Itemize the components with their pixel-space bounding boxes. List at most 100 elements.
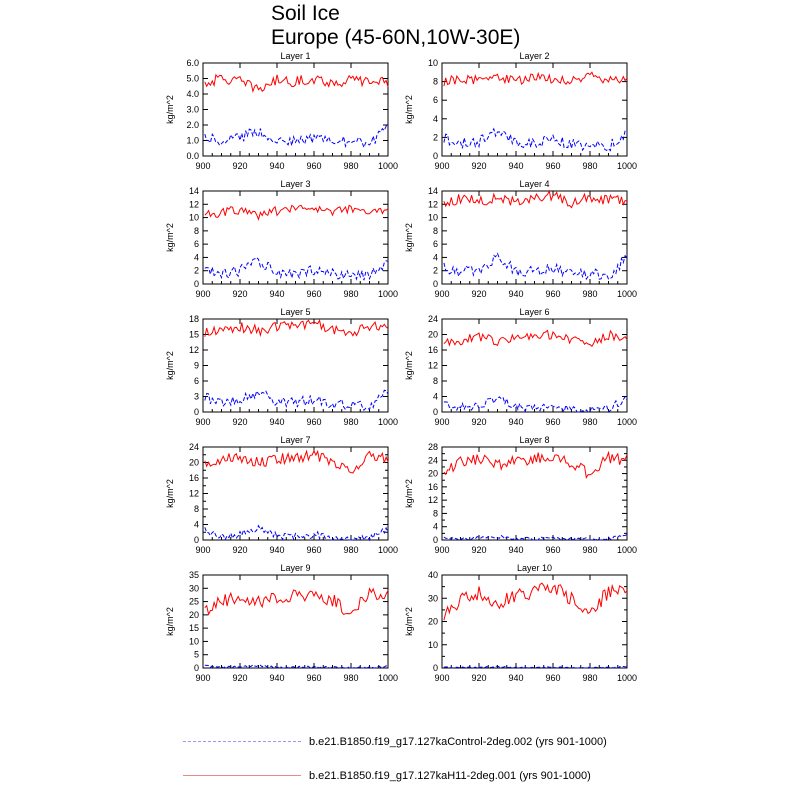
- panel-4-xtick-label-5: 1000: [617, 289, 637, 299]
- panel-4-ytick-label-3: 6: [433, 239, 438, 249]
- panel-8-ytick-label-4: 8: [433, 508, 438, 518]
- panel-7-xtick-label-5: 1000: [378, 545, 398, 555]
- panel-5-series-h11: [204, 319, 389, 338]
- panel-10-series-h11: [443, 582, 628, 621]
- panel-1-xtick-label-4: 980: [343, 161, 358, 171]
- panel-1-ytick-label-4: 4.0: [186, 89, 199, 99]
- panel-1-xtick-label-5: 1000: [378, 161, 398, 171]
- panel-9-ytick-label-5: 25: [189, 597, 199, 607]
- panel-9-ytick-label-7: 35: [189, 570, 199, 580]
- panel-5-ytick-label-2: 6: [194, 376, 199, 386]
- panel-4-frame: [441, 190, 628, 285]
- legend-line-control: [183, 741, 301, 742]
- panel-3-title: Layer 3: [280, 179, 310, 189]
- panel-3-xtick-label-4: 980: [343, 289, 358, 299]
- panel-6-ylabel: kg/m^2: [404, 351, 414, 380]
- panel-1-ytick-label-5: 5.0: [186, 74, 199, 84]
- panel-2-title: Layer 2: [519, 51, 549, 61]
- panel-7-ylabel: kg/m^2: [165, 479, 175, 508]
- panel-7-xtick-label-2: 940: [269, 545, 284, 555]
- panel-10-ylabel: kg/m^2: [404, 607, 414, 636]
- legend-label-h11: b.e21.B1850.f19_g17.127kaH11-2deg.001 (y…: [309, 770, 591, 782]
- panel-9-xtick-label-2: 940: [269, 673, 284, 683]
- panel-9-series-h11: [204, 587, 389, 616]
- panel-7-ytick-label-8: 16: [189, 473, 199, 483]
- panel-6-xtick-label-1: 920: [471, 417, 486, 427]
- panel-3-ytick-label-1: 2: [194, 266, 199, 276]
- panel-4-ytick-label-1: 2: [433, 266, 438, 276]
- panel-9-frame: [202, 574, 389, 669]
- panel-4-ytick-label-4: 8: [433, 226, 438, 236]
- panel-7-xtick-label-0: 900: [195, 545, 210, 555]
- panel-7-ytick-label-2: 4: [194, 520, 199, 530]
- panel-7-xtick-label-1: 920: [232, 545, 247, 555]
- panel-6-title: Layer 6: [519, 307, 549, 317]
- panel-4-xtick-label-3: 960: [545, 289, 560, 299]
- panel-4-ytick-label-0: 0: [433, 279, 438, 289]
- panel-6-xtick-label-4: 980: [582, 417, 597, 427]
- panel-9-ylabel: kg/m^2: [165, 607, 175, 636]
- panel-8-series-h11: [443, 450, 628, 480]
- panel-7-title: Layer 7: [280, 435, 310, 445]
- panel-6-ytick-label-0: 0: [433, 407, 438, 417]
- panel-7-ytick-label-0: 0: [194, 535, 199, 545]
- panel-1-xtick-label-2: 940: [269, 161, 284, 171]
- panel-1-series-control: [204, 123, 389, 149]
- panel-3-series-h11: [204, 204, 389, 221]
- panel-7-series-h11: [204, 449, 389, 474]
- panel-7-xtick-label-3: 960: [306, 545, 321, 555]
- panel-4-xtick-label-0: 900: [434, 289, 449, 299]
- panel-6-xtick-label-0: 900: [434, 417, 449, 427]
- panel-10-xtick-label-1: 920: [471, 673, 486, 683]
- panel-6-series-h11: [443, 329, 628, 347]
- panel-5-ytick-label-1: 3: [194, 392, 199, 402]
- panel-8-ytick-label-14: 28: [428, 442, 438, 452]
- figure-title-line1: Soil Ice: [271, 2, 340, 25]
- panel-1-xtick-label-3: 960: [306, 161, 321, 171]
- panel-2-xtick-label-3: 960: [545, 161, 560, 171]
- panel-2-ytick-label-1: 2: [433, 132, 438, 142]
- panel-7-ytick-label-4: 8: [194, 504, 199, 514]
- panel-1-series-h11: [204, 73, 389, 94]
- panel-4-xtick-label-2: 940: [508, 289, 523, 299]
- panel-5-frame: [202, 318, 389, 413]
- panel-2-xtick-label-2: 940: [508, 161, 523, 171]
- panel-6-ytick-label-1: 4: [433, 392, 438, 402]
- panel-6-ytick-label-2: 8: [433, 376, 438, 386]
- panel-8-xtick-label-5: 1000: [617, 545, 637, 555]
- panel-10-ytick-label-4: 20: [428, 617, 438, 627]
- panel-8-xtick-label-0: 900: [434, 545, 449, 555]
- panel-2-ytick-label-2: 4: [433, 114, 438, 124]
- panel-8-ylabel: kg/m^2: [404, 479, 414, 508]
- panel-9-xtick-label-4: 980: [343, 673, 358, 683]
- panel-8-xtick-label-1: 920: [471, 545, 486, 555]
- panel-2-ytick-label-5: 10: [428, 58, 438, 68]
- panel-3-ytick-label-6: 12: [189, 199, 199, 209]
- panel-10-ytick-label-0: 0: [433, 663, 438, 673]
- panel-9-xtick-label-1: 920: [232, 673, 247, 683]
- panel-10-xtick-label-2: 940: [508, 673, 523, 683]
- panel-2-ytick-label-3: 6: [433, 95, 438, 105]
- panel-4-xtick-label-1: 920: [471, 289, 486, 299]
- panel-8-xtick-label-4: 980: [582, 545, 597, 555]
- panel-4-ytick-label-6: 12: [428, 199, 438, 209]
- panel-1-ylabel: kg/m^2: [165, 95, 175, 124]
- panel-5-series-control: [204, 389, 389, 412]
- panel-9-ytick-label-6: 30: [189, 583, 199, 593]
- panel-3-ytick-label-5: 10: [189, 213, 199, 223]
- legend-label-control: b.e21.B1850.f19_g17.127kaControl-2deg.00…: [309, 736, 607, 748]
- panel-6-ytick-label-5: 20: [428, 330, 438, 340]
- panel-3-ytick-label-2: 4: [194, 252, 199, 262]
- panel-5-ytick-label-4: 12: [189, 345, 199, 355]
- panel-2-xtick-label-0: 900: [434, 161, 449, 171]
- panel-9-xtick-label-5: 1000: [378, 673, 398, 683]
- panel-1-title: Layer 1: [280, 51, 310, 61]
- panel-9-title: Layer 9: [280, 563, 310, 573]
- panel-7-ytick-label-12: 24: [189, 442, 199, 452]
- panel-4-xtick-label-4: 980: [582, 289, 597, 299]
- panel-10-xtick-label-0: 900: [434, 673, 449, 683]
- panel-8-ytick-label-10: 20: [428, 469, 438, 479]
- panel-8-ytick-label-8: 16: [428, 482, 438, 492]
- panel-4-series-h11: [443, 189, 628, 209]
